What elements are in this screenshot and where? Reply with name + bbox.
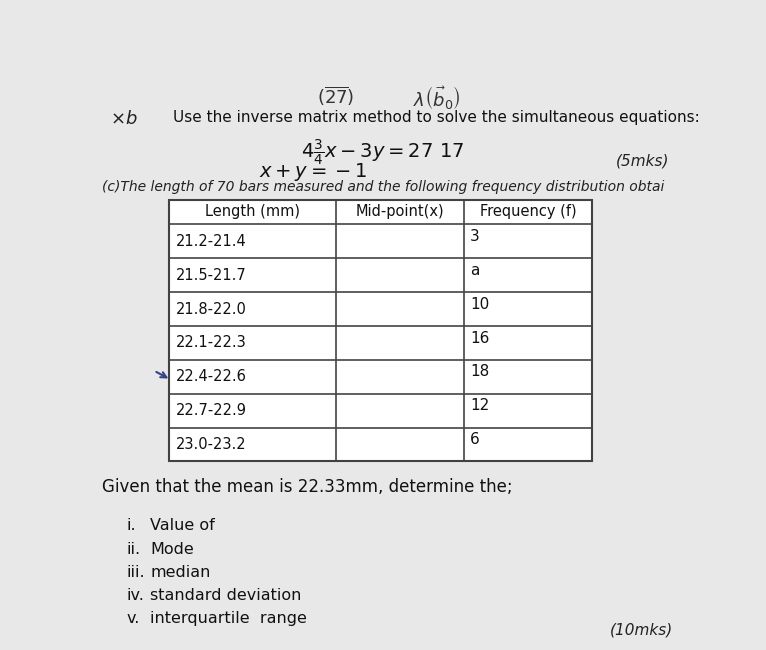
- Text: 6: 6: [470, 432, 480, 447]
- Text: (5mks): (5mks): [616, 153, 669, 168]
- Text: Mid-point(x): Mid-point(x): [355, 205, 444, 220]
- Text: median: median: [150, 565, 211, 580]
- Text: 22.4-22.6: 22.4-22.6: [175, 369, 247, 384]
- Text: Use the inverse matrix method to solve the simultaneous equations:: Use the inverse matrix method to solve t…: [173, 111, 700, 125]
- Text: 21.2-21.4: 21.2-21.4: [175, 234, 247, 249]
- Text: $\times b$: $\times b$: [110, 111, 137, 128]
- Text: $4\frac{3}{4}x-3y=27\ 17$: $4\frac{3}{4}x-3y=27\ 17$: [301, 138, 464, 168]
- Text: 16: 16: [470, 331, 489, 346]
- Text: iv.: iv.: [126, 588, 145, 603]
- Text: Mode: Mode: [150, 541, 194, 556]
- Text: 3: 3: [470, 229, 480, 244]
- Text: i.: i.: [126, 519, 136, 534]
- Text: $x+y=-1$: $x+y=-1$: [259, 161, 367, 183]
- Text: (10mks): (10mks): [610, 623, 673, 638]
- Text: Given that the mean is 22.33mm, determine the;: Given that the mean is 22.33mm, determin…: [102, 478, 512, 497]
- Text: 21.5-21.7: 21.5-21.7: [175, 268, 247, 283]
- Text: v.: v.: [126, 611, 140, 626]
- Text: iii.: iii.: [126, 565, 146, 580]
- Bar: [169, 200, 592, 462]
- Text: Frequency (f): Frequency (f): [480, 205, 576, 220]
- Text: $\left(\overline{27}\right)$: $\left(\overline{27}\right)$: [317, 84, 355, 108]
- Text: 22.7-22.9: 22.7-22.9: [175, 403, 247, 418]
- Text: 12: 12: [470, 398, 489, 413]
- Text: 10: 10: [470, 296, 489, 312]
- Text: Value of: Value of: [150, 519, 214, 534]
- Text: 22.1-22.3: 22.1-22.3: [175, 335, 247, 350]
- Text: ii.: ii.: [126, 541, 141, 556]
- Text: a: a: [470, 263, 480, 278]
- Text: Length (mm): Length (mm): [205, 205, 300, 220]
- Text: 18: 18: [470, 365, 489, 380]
- Text: $\lambda\left(\vec{b}_0\right)$: $\lambda\left(\vec{b}_0\right)$: [413, 84, 460, 111]
- Text: standard deviation: standard deviation: [150, 588, 301, 603]
- Text: 21.8-22.0: 21.8-22.0: [175, 302, 247, 317]
- Text: interquartile  range: interquartile range: [150, 611, 307, 626]
- Text: (c)The length of 70 bars measured and the following frequency distribution obtai: (c)The length of 70 bars measured and th…: [102, 179, 664, 194]
- Text: 23.0-23.2: 23.0-23.2: [175, 437, 246, 452]
